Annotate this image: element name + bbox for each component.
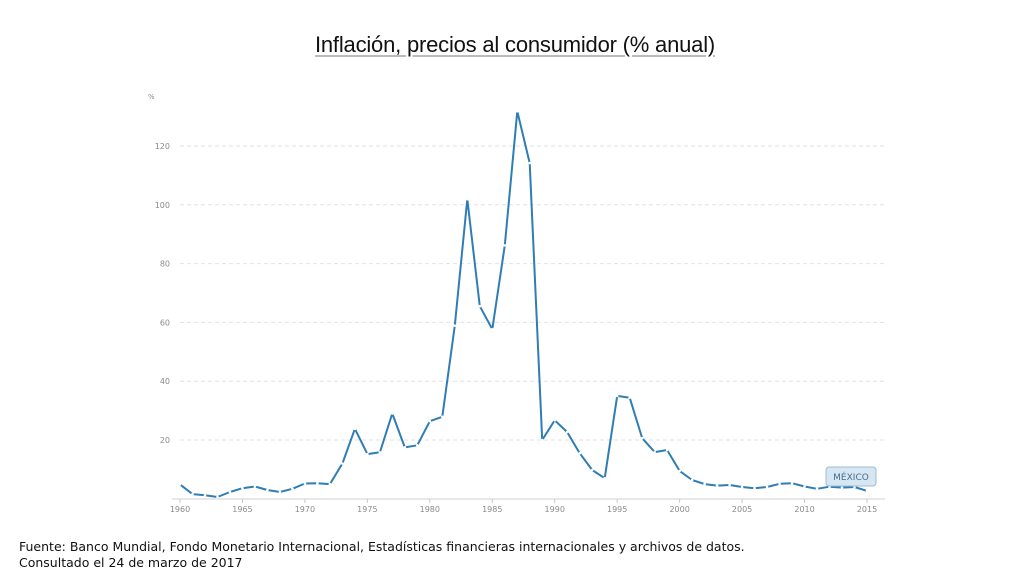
data-point bbox=[391, 412, 394, 415]
legend-box bbox=[825, 466, 877, 487]
source-line: Fuente: Banco Mundial, Fondo Monetario I… bbox=[19, 539, 745, 554]
legend: MÉXICO bbox=[825, 466, 877, 487]
data-point bbox=[690, 478, 694, 482]
data-point bbox=[278, 490, 282, 494]
data-point bbox=[578, 451, 582, 455]
data-point bbox=[665, 448, 669, 452]
data-point bbox=[590, 468, 594, 472]
data-point bbox=[778, 482, 781, 486]
data-point bbox=[453, 324, 457, 327]
data-point bbox=[703, 482, 706, 486]
x-tick-label: 1985 bbox=[482, 505, 502, 514]
data-point bbox=[328, 482, 332, 486]
x-tick-label: 2000 bbox=[669, 505, 689, 514]
data-point bbox=[865, 489, 869, 493]
data-point bbox=[465, 197, 469, 201]
data-point bbox=[790, 481, 794, 485]
y-tick-label: 20 bbox=[160, 436, 170, 445]
series-layer bbox=[178, 110, 869, 499]
chart-title: Inflación, precios al consumidor (% anua… bbox=[314, 32, 716, 57]
data-point bbox=[366, 452, 369, 456]
x-tick-label: 2010 bbox=[794, 505, 814, 514]
data-point bbox=[765, 485, 769, 489]
data-point bbox=[441, 415, 444, 419]
data-point bbox=[603, 476, 606, 480]
data-point bbox=[753, 486, 756, 490]
data-point bbox=[316, 481, 319, 485]
data-point bbox=[266, 488, 269, 492]
y-tick-label: 60 bbox=[160, 318, 170, 327]
data-point bbox=[341, 462, 344, 465]
x-tick-label: 2005 bbox=[732, 505, 752, 514]
data-point bbox=[503, 244, 507, 247]
data-point bbox=[428, 419, 432, 423]
data-point bbox=[678, 469, 681, 473]
y-tick-label: 40 bbox=[160, 377, 170, 386]
data-point bbox=[291, 487, 294, 491]
y-axis-unit-label: % bbox=[148, 93, 155, 101]
x-tick-label: 1970 bbox=[295, 505, 315, 514]
x-tick-label: 1980 bbox=[420, 505, 440, 514]
data-point bbox=[353, 427, 357, 431]
data-point bbox=[203, 493, 207, 497]
data-point bbox=[228, 490, 232, 494]
data-point bbox=[478, 304, 482, 308]
data-point bbox=[528, 161, 532, 165]
data-point bbox=[653, 450, 656, 454]
data-point bbox=[490, 327, 494, 331]
data-point bbox=[803, 485, 806, 488]
x-tick-label: 1975 bbox=[357, 505, 377, 514]
x-tick-label: 1990 bbox=[545, 505, 565, 514]
y-tick-label: 100 bbox=[155, 201, 170, 210]
x-tick-label: 2015 bbox=[857, 505, 877, 514]
source-note: Fuente: Banco Mundial, Fondo Monetario I… bbox=[19, 539, 1019, 571]
data-point bbox=[740, 485, 744, 489]
y-tick-label: 80 bbox=[160, 260, 170, 269]
legend-label: MÉXICO bbox=[833, 471, 869, 483]
data-point bbox=[241, 486, 244, 490]
data-point bbox=[191, 492, 194, 496]
axes: % 20 40 60 80 100 120 1960 1965 1970 1975 1980 1985 1… bbox=[148, 93, 885, 514]
data-point bbox=[815, 487, 819, 491]
data-point bbox=[640, 436, 644, 440]
x-tick-label: 1965 bbox=[232, 505, 252, 514]
grid-lines bbox=[180, 145, 885, 441]
data-point bbox=[840, 486, 844, 489]
data-point bbox=[515, 110, 519, 113]
data-point bbox=[540, 438, 544, 442]
data-point bbox=[216, 495, 219, 499]
x-tick-label: 1995 bbox=[607, 505, 627, 514]
data-point bbox=[565, 430, 569, 434]
data-point bbox=[416, 443, 419, 447]
series-line-méxico bbox=[179, 110, 868, 498]
y-tick-label: 120 bbox=[155, 142, 170, 151]
data-point bbox=[253, 485, 257, 488]
data-point bbox=[378, 451, 382, 454]
data-point bbox=[403, 446, 407, 449]
consulted-date: Consultado el 24 de marzo de 2017 bbox=[19, 555, 243, 570]
data-point bbox=[728, 483, 731, 487]
x-tick-label: 1960 bbox=[170, 505, 190, 514]
data-point bbox=[553, 419, 557, 422]
data-point bbox=[628, 396, 631, 399]
data-point bbox=[178, 483, 182, 486]
legend-item: MÉXICO bbox=[825, 466, 877, 487]
data-point bbox=[615, 394, 619, 398]
data-point bbox=[715, 484, 719, 487]
data-point bbox=[303, 482, 307, 485]
